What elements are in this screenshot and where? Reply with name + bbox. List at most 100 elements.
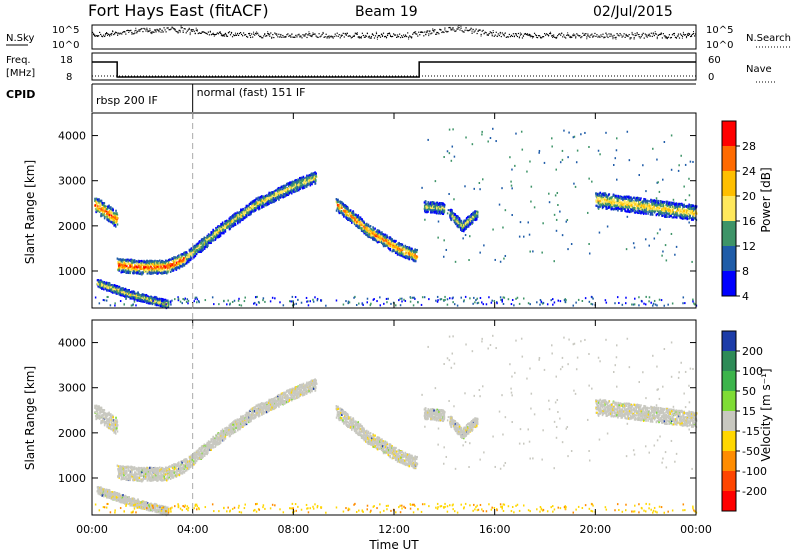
power-cell — [635, 196, 638, 200]
power-cell — [462, 223, 464, 226]
noise-point — [371, 33, 374, 35]
power-cell — [150, 259, 153, 262]
power-cell — [130, 260, 132, 263]
noise-point — [504, 32, 506, 34]
power-cell — [190, 247, 193, 250]
power-cell — [255, 204, 258, 208]
noise-point — [222, 35, 225, 37]
noise-point — [107, 33, 109, 35]
noise-point — [556, 36, 558, 38]
power-cell — [633, 209, 635, 212]
noise-point — [473, 31, 475, 33]
power-cell — [103, 215, 106, 218]
power-cell — [299, 181, 302, 184]
power-cell — [255, 197, 258, 200]
noise-point — [95, 35, 97, 37]
power-cell — [673, 201, 675, 204]
power-cell — [443, 208, 446, 211]
noise-point — [227, 32, 229, 34]
power-cell — [621, 203, 623, 207]
noise-point — [174, 28, 176, 30]
noise-point — [491, 33, 493, 35]
power-cell — [391, 250, 394, 253]
noise-point — [452, 28, 454, 30]
power-cell — [176, 266, 179, 269]
power-cell — [162, 265, 165, 268]
noise-point — [540, 37, 543, 39]
cpid-segment-normal: normal (fast) 151 IF — [197, 86, 306, 99]
power-cell — [295, 178, 297, 182]
noise-point — [528, 33, 531, 36]
power-cell — [261, 205, 264, 208]
power-cell — [358, 224, 361, 228]
power-cell — [638, 207, 640, 210]
power-cell — [342, 212, 344, 215]
power-cell — [627, 203, 629, 206]
noise-point — [182, 30, 184, 32]
freq-label: Freq. — [6, 55, 31, 66]
power-cell — [399, 252, 402, 255]
noise-point — [188, 27, 190, 29]
power-cell — [372, 227, 375, 230]
noise-point — [173, 28, 175, 30]
noise-point — [212, 32, 214, 34]
noise-point — [604, 36, 606, 38]
noise-point — [465, 27, 467, 29]
noise-point — [520, 33, 523, 35]
noise-point — [155, 31, 157, 33]
power-cell — [624, 202, 626, 205]
power-cell — [146, 261, 148, 264]
power-cell — [226, 224, 229, 227]
power-cell — [173, 261, 176, 264]
power-cell — [257, 207, 259, 210]
noise-point — [295, 34, 297, 36]
power-cell — [231, 215, 233, 218]
power-cell — [623, 196, 626, 199]
noise-point — [614, 37, 616, 39]
power-cell — [121, 270, 124, 274]
power-cell — [272, 191, 275, 194]
noise-point — [328, 37, 330, 39]
power-cell — [434, 206, 437, 209]
power-cell — [169, 264, 172, 268]
noise-point — [481, 30, 483, 32]
noise-point — [358, 36, 360, 38]
power-cell — [147, 270, 150, 273]
noise-point — [316, 36, 318, 38]
power-cell — [99, 205, 101, 208]
noise-point — [539, 37, 541, 39]
noise-point — [395, 34, 397, 36]
noise-point — [488, 33, 490, 35]
noise-point — [568, 34, 570, 37]
power-cell — [261, 200, 263, 203]
noise-point — [307, 34, 309, 36]
noise-point — [165, 31, 167, 33]
power-cell — [408, 258, 411, 261]
power-cell — [625, 197, 628, 201]
noise-point — [575, 36, 577, 38]
power-cell — [244, 212, 246, 215]
noise-point — [349, 35, 351, 37]
power-cell — [356, 223, 358, 226]
noise-point — [571, 36, 573, 38]
power-cell — [664, 207, 666, 210]
noise-point — [380, 34, 382, 36]
power-cell — [654, 201, 657, 204]
power-cell — [474, 210, 476, 213]
power-cell — [211, 237, 213, 240]
power-cell — [431, 211, 433, 214]
noise-point — [612, 38, 614, 40]
power-cell — [659, 212, 662, 215]
power-cell — [173, 264, 176, 267]
power-cell — [411, 253, 414, 256]
noise-point — [552, 34, 554, 36]
power-cell — [358, 218, 361, 221]
power-cell — [206, 245, 208, 249]
power-cell — [244, 211, 247, 214]
power-cell — [214, 238, 217, 241]
noise-point — [503, 35, 505, 37]
noise-point — [674, 36, 677, 38]
noise-point — [131, 33, 133, 35]
power-cell — [441, 208, 444, 211]
power-cell — [449, 216, 451, 219]
